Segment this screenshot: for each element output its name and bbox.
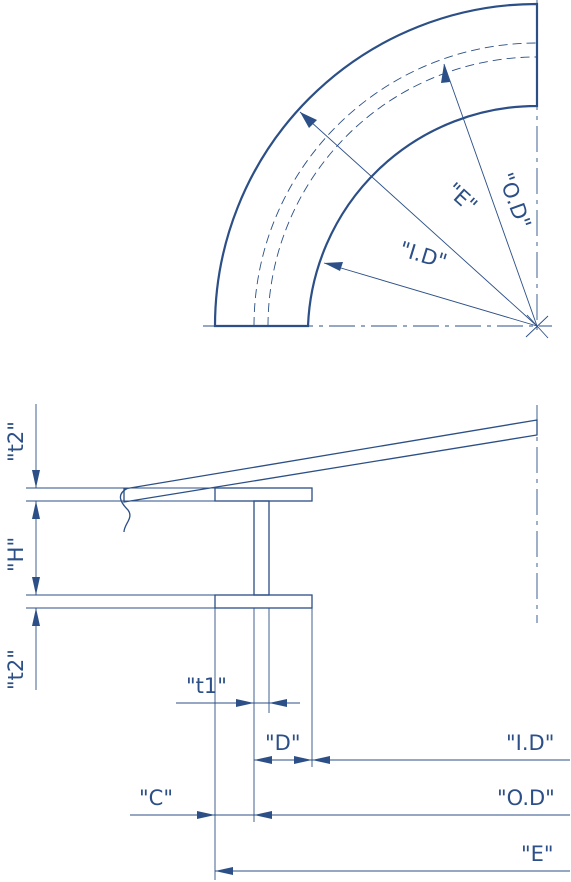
t1-right-arrowhead <box>269 699 287 707</box>
t2-top-arrowhead <box>32 470 40 488</box>
h-bottom-arrowhead <box>32 577 40 595</box>
centerline-arc-inner <box>267 56 538 327</box>
break-line <box>119 487 131 533</box>
ring-quarter <box>213 2 539 328</box>
id-dim-label: "I.D" <box>506 731 554 755</box>
e-radius-line <box>299 111 538 327</box>
c-label: "C" <box>139 786 173 810</box>
h-label: "H" <box>4 537 28 572</box>
t1-left-arrowhead <box>236 699 254 707</box>
e-arrowhead <box>300 112 317 128</box>
t2-top-label: "t2" <box>4 421 28 462</box>
id-label: "I.D" <box>397 237 450 274</box>
h-top-arrowhead <box>32 501 40 519</box>
t2-bottom-label: "t2" <box>4 649 28 690</box>
c-arrowhead <box>197 811 215 819</box>
od-dim-label: "O.D" <box>497 786 555 810</box>
web <box>253 500 270 596</box>
id-radius-line <box>323 262 538 327</box>
id-left-arrowhead <box>312 756 330 764</box>
centerline-arc-outer <box>253 42 538 327</box>
od-dim-arrowhead <box>254 811 272 819</box>
t2-bottom-arrowhead <box>32 608 40 626</box>
center-tick-b <box>525 315 549 338</box>
od-arrowhead <box>441 64 450 83</box>
d-label: "D" <box>265 731 301 755</box>
od-label: "O.D" <box>493 170 535 233</box>
top-view: "O.D" "E" "I.D" <box>203 0 552 339</box>
bottom-flange <box>214 594 313 609</box>
od-radius-line <box>443 63 538 327</box>
e-dim-label: "E" <box>521 842 554 866</box>
e-label: "E" <box>442 178 482 218</box>
d-left-arrowhead <box>254 756 272 764</box>
e-dim-arrowhead <box>215 867 233 875</box>
inclined-plate <box>123 419 538 503</box>
top-flange <box>214 487 313 502</box>
d-right-arrowhead <box>294 756 312 764</box>
id-arrowhead <box>324 262 343 271</box>
section-view: "t2" "H" "t2" "t1" "D" "I.D" "C" "O.D" "… <box>4 404 570 880</box>
t1-label: "t1" <box>186 674 227 698</box>
